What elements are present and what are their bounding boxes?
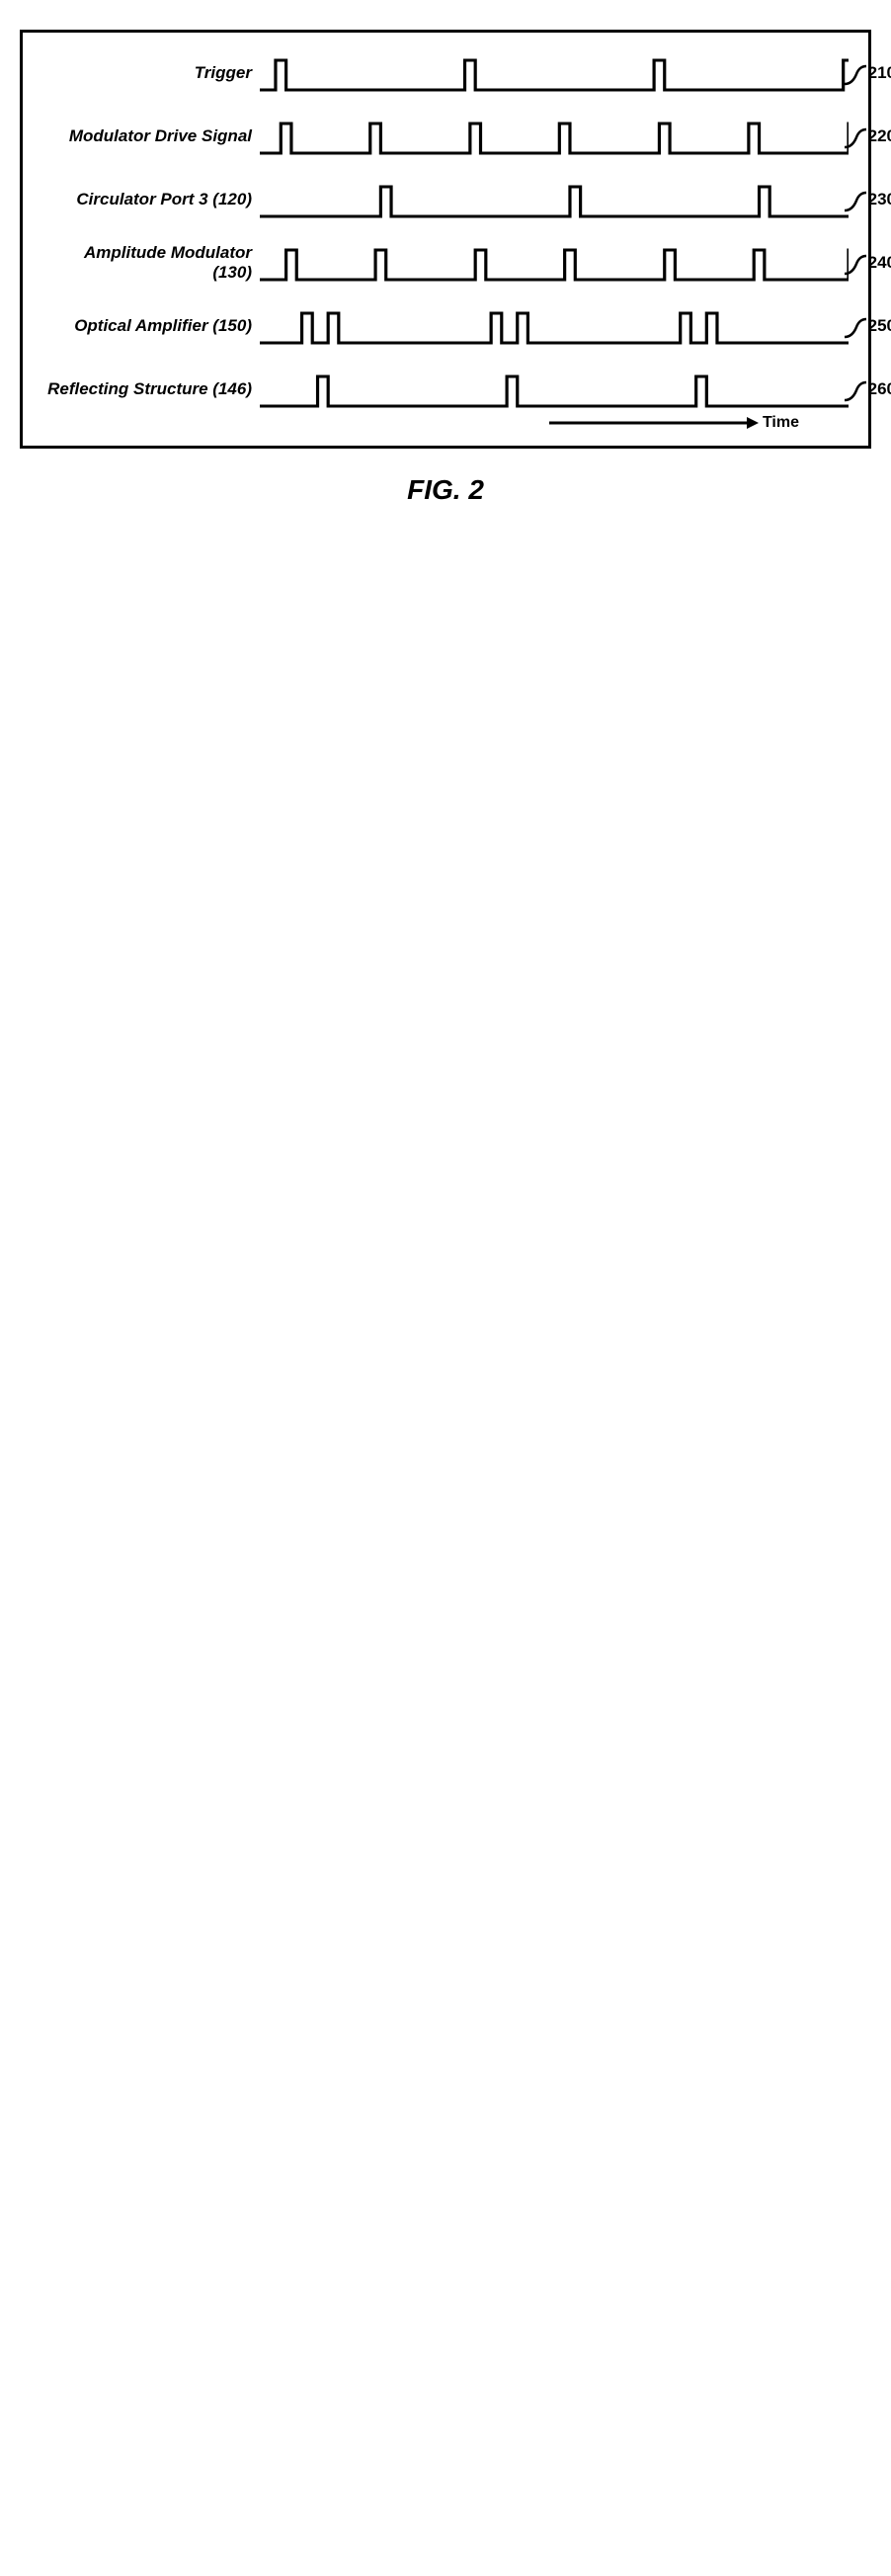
- row-tag-optamp: 250: [845, 313, 891, 339]
- waveform-ampmod: [260, 240, 849, 286]
- signal-row-reflect: Reflecting Structure (146)260: [42, 367, 849, 412]
- waveform-modsig: [260, 114, 849, 159]
- row-tag-trigger: 210: [845, 60, 891, 86]
- row-label-ampmod: Amplitude Modulator (130): [42, 243, 260, 283]
- row-label-optamp: Optical Amplifier (150): [42, 316, 260, 336]
- rows-container: Trigger210 Modulator Drive Signal220 Circu…: [42, 50, 849, 412]
- row-tag-number: 230: [868, 190, 891, 209]
- waveform-reflect: [260, 367, 849, 412]
- time-arrow: Time: [549, 414, 799, 432]
- row-tag-number: 250: [868, 316, 891, 336]
- row-label-reflect: Reflecting Structure (146): [42, 379, 260, 399]
- row-tag-ampmod: 240: [845, 250, 891, 276]
- signal-row-optamp: Optical Amplifier (150)250: [42, 303, 849, 349]
- timing-diagram-box: Trigger210 Modulator Drive Signal220 Circu…: [20, 30, 871, 449]
- row-label-trigger: Trigger: [42, 63, 260, 83]
- row-label-modsig: Modulator Drive Signal: [42, 126, 260, 146]
- time-arrow-wrap: Time: [42, 414, 849, 432]
- row-tag-reflect: 260: [845, 376, 891, 402]
- time-label: Time: [763, 414, 799, 432]
- row-tag-modsig: 220: [845, 124, 891, 149]
- row-label-circport: Circulator Port 3 (120): [42, 190, 260, 209]
- signal-row-modsig: Modulator Drive Signal220: [42, 114, 849, 159]
- row-tag-number: 260: [868, 379, 891, 399]
- signal-row-ampmod: Amplitude Modulator (130)240: [42, 240, 849, 286]
- waveform-circport: [260, 177, 849, 222]
- row-tag-number: 240: [868, 253, 891, 273]
- waveform-trigger: [260, 50, 849, 96]
- signal-row-trigger: Trigger210: [42, 50, 849, 96]
- signal-row-circport: Circulator Port 3 (120)230: [42, 177, 849, 222]
- row-tag-circport: 230: [845, 187, 891, 212]
- figure-caption: FIG. 2: [20, 474, 871, 506]
- waveform-optamp: [260, 303, 849, 349]
- row-tag-number: 220: [868, 126, 891, 146]
- row-tag-number: 210: [868, 63, 891, 83]
